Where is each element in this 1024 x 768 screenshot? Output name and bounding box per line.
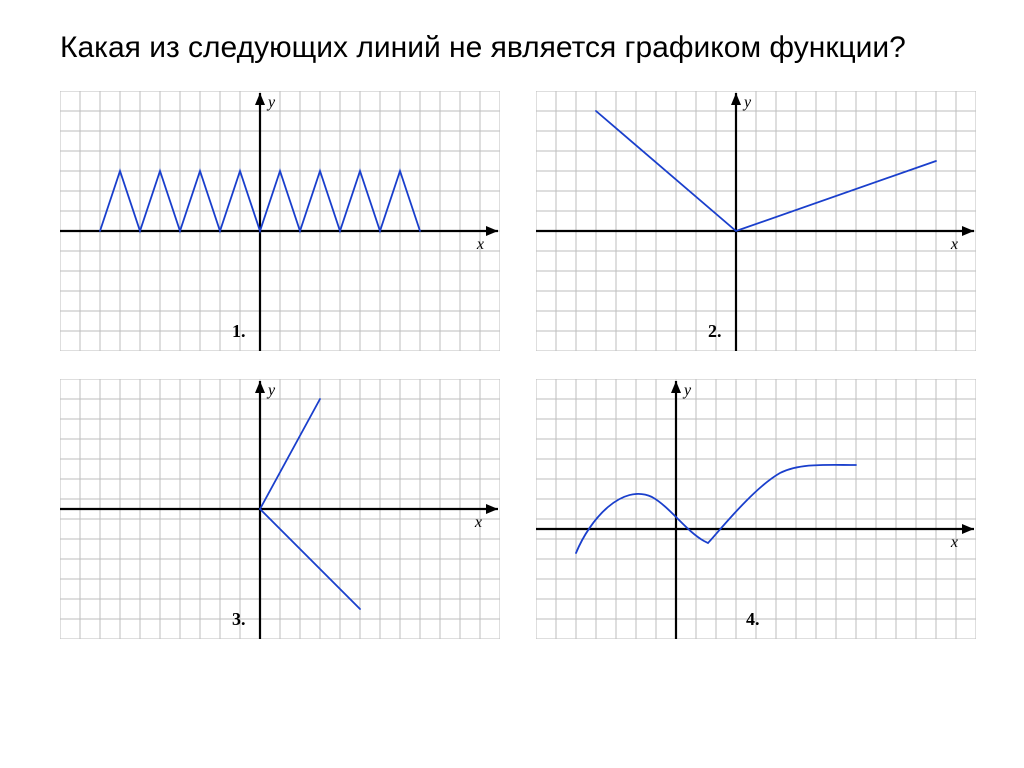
y-axis-label: y [266, 94, 276, 111]
y-axis-label: y [266, 382, 276, 399]
grid-lines [536, 91, 976, 351]
axes [536, 93, 974, 351]
y-axis-label: y [742, 94, 752, 111]
axes [60, 381, 498, 639]
panel-number: 4. [746, 609, 760, 629]
chart-panel-1: y x 1. [60, 91, 500, 351]
panel-number: 2. [708, 321, 722, 341]
x-axis-label: x [474, 514, 482, 531]
x-axis-label: x [476, 236, 484, 253]
curve-1 [260, 399, 320, 509]
chart-panel-3: y x 3. [60, 379, 500, 639]
charts-grid: y x 1. y x 2. y x 3. y x 4. [60, 91, 964, 639]
chart-panel-2: y x 2. [536, 91, 976, 351]
chart-svg: y x 4. [536, 379, 976, 639]
grid-lines [536, 379, 976, 639]
axes [536, 381, 974, 639]
x-axis-label: x [950, 236, 958, 253]
axes [60, 93, 498, 351]
x-axis-label: x [950, 534, 958, 551]
chart-svg: y x 1. [60, 91, 500, 351]
question-text: Какая из следующих линий не является гра… [60, 28, 964, 69]
panel-number: 3. [232, 609, 246, 629]
chart-svg: y x 3. [60, 379, 500, 639]
chart-svg: y x 2. [536, 91, 976, 351]
grid-lines [60, 91, 500, 351]
panel-number: 1. [232, 321, 246, 341]
chart-panel-4: y x 4. [536, 379, 976, 639]
y-axis-label: y [682, 382, 692, 399]
